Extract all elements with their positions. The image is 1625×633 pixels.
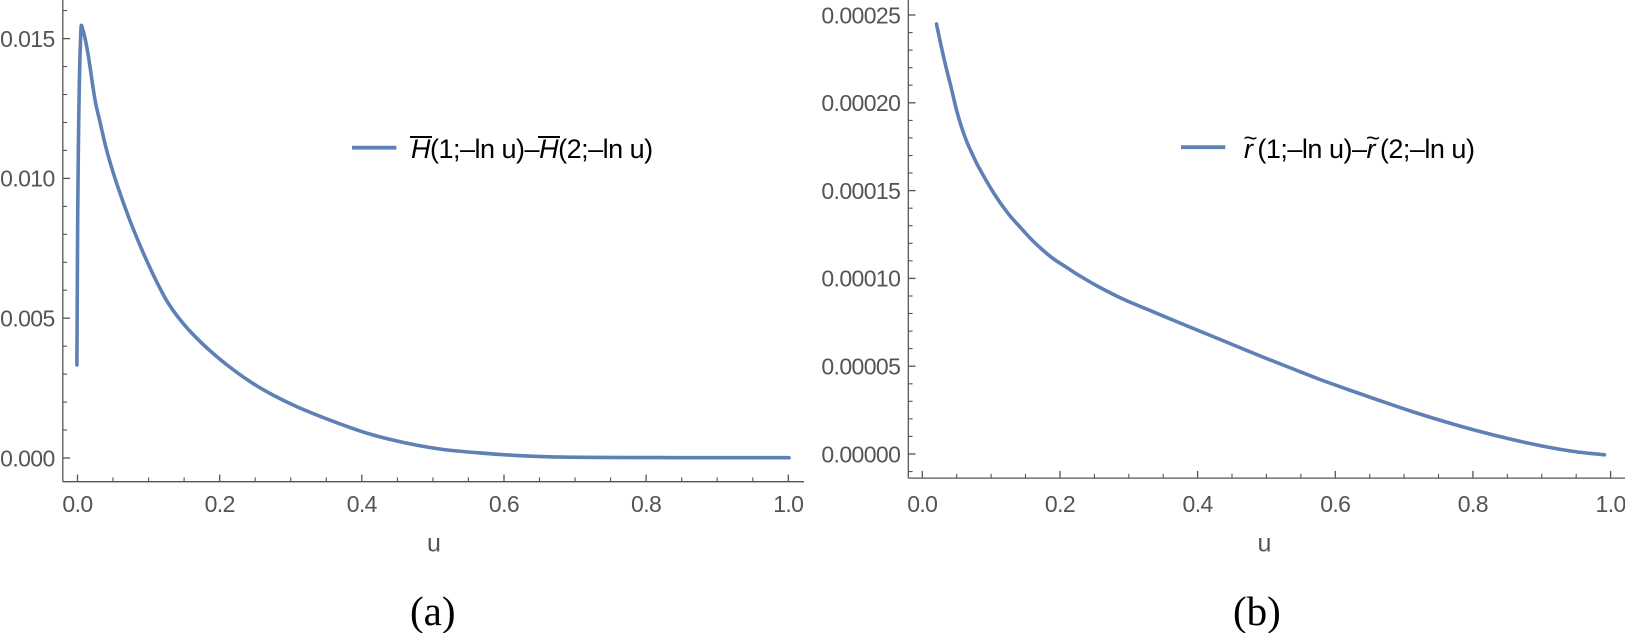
svg-text:u: u bbox=[427, 530, 441, 558]
svg-text:0.6: 0.6 bbox=[1320, 491, 1350, 517]
svg-text:0.010: 0.010 bbox=[0, 166, 55, 192]
svg-text:u: u bbox=[1258, 530, 1272, 558]
svg-text:0.8: 0.8 bbox=[631, 491, 661, 517]
svg-text:1.0: 1.0 bbox=[1596, 491, 1625, 517]
svg-text:0.00015: 0.00015 bbox=[821, 178, 900, 204]
svg-text:0.015: 0.015 bbox=[0, 26, 55, 52]
svg-text:0.00010: 0.00010 bbox=[821, 266, 900, 292]
svg-text:0.2: 0.2 bbox=[205, 491, 235, 517]
svg-text:0.00000: 0.00000 bbox=[821, 441, 900, 467]
svg-text:0.6: 0.6 bbox=[489, 491, 519, 517]
svg-text:0.00020: 0.00020 bbox=[821, 90, 900, 116]
svg-text:1.0: 1.0 bbox=[773, 491, 803, 517]
svg-text:0.005: 0.005 bbox=[0, 306, 55, 332]
svg-text:0.00025: 0.00025 bbox=[821, 2, 900, 28]
svg-text:0.4: 0.4 bbox=[1183, 491, 1214, 517]
svg-text:0.000: 0.000 bbox=[0, 445, 55, 471]
svg-text:0.8: 0.8 bbox=[1458, 491, 1488, 517]
svg-text:0.2: 0.2 bbox=[1045, 491, 1075, 517]
svg-text:0.00005: 0.00005 bbox=[821, 354, 900, 380]
svg-text:0.4: 0.4 bbox=[347, 491, 378, 517]
svg-text:0.0: 0.0 bbox=[62, 491, 92, 517]
svg-text:0.0: 0.0 bbox=[907, 491, 937, 517]
